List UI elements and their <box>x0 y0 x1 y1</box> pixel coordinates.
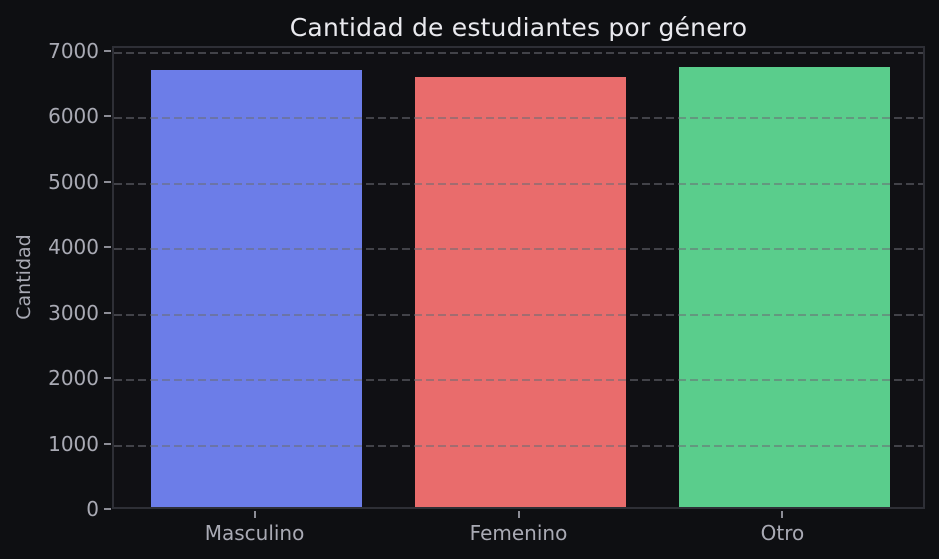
gridline <box>114 248 923 251</box>
y-tick-mark <box>104 246 111 249</box>
gridline <box>114 444 923 447</box>
y-tick-mark <box>104 442 111 445</box>
y-tick-mark <box>104 311 111 314</box>
y-tick-mark <box>104 508 111 510</box>
y-tick-label: 4000 <box>48 235 99 260</box>
gridline <box>114 379 923 382</box>
y-tick-label: 6000 <box>48 104 99 129</box>
x-tick-mark <box>517 511 520 518</box>
bar-masculino <box>150 69 363 507</box>
chart-title: Cantidad de estudiantes por género <box>289 13 748 42</box>
y-tick-mark <box>104 49 111 52</box>
y-tick-label: 7000 <box>48 38 99 63</box>
x-tick-label: Otro <box>760 521 805 545</box>
y-tick-mark <box>104 377 111 380</box>
gridline <box>114 313 923 316</box>
bar-femenino <box>414 77 627 507</box>
y-tick-label: 0 <box>86 497 99 521</box>
x-tick-mark <box>781 511 784 518</box>
gridline <box>114 182 923 185</box>
bar-otro <box>678 67 891 507</box>
y-tick-label: 3000 <box>48 300 99 325</box>
y-tick-mark <box>104 180 111 183</box>
x-tick-label: Masculino <box>204 521 305 545</box>
x-tick-label: Femenino <box>469 521 568 545</box>
y-tick-mark <box>104 115 111 118</box>
plot-area <box>112 46 925 509</box>
gridline <box>114 117 923 120</box>
gridline <box>114 51 923 54</box>
y-tick-label: 1000 <box>48 431 99 456</box>
y-tick-label: 5000 <box>48 169 99 194</box>
y-tick-label: 2000 <box>48 366 99 391</box>
x-tick-mark <box>253 511 256 518</box>
